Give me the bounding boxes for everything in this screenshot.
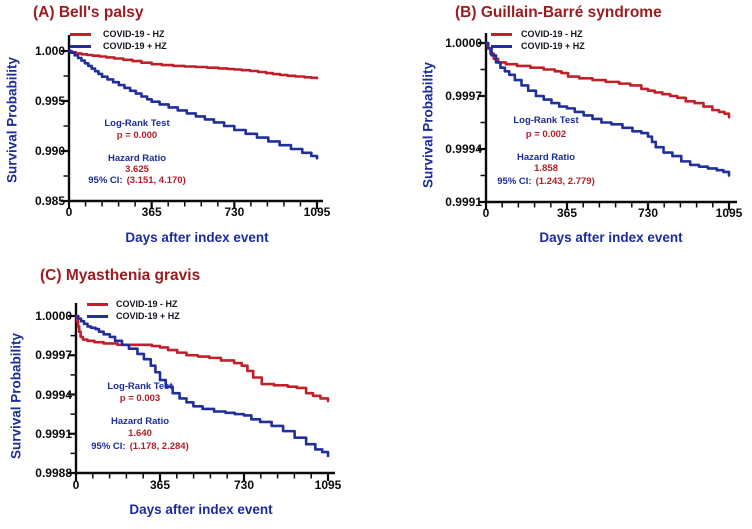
- panel-b-ci-label: 95% CI:: [497, 176, 532, 187]
- panel-b-xtick-label: 365: [556, 206, 578, 220]
- panel-a-xtick-label: 1095: [303, 205, 331, 219]
- panel-b-ytick-label: 1.0000: [445, 36, 482, 50]
- panel-a-hr-label: Hazard Ratio: [107, 153, 167, 164]
- panel-c-xtick-label: 365: [149, 478, 171, 492]
- panel-a-ci-label: 95% CI:: [88, 175, 123, 186]
- panel-c-xtick-label: 0: [72, 478, 80, 492]
- panel-a-ytick-label: 0.990: [34, 144, 65, 158]
- panel-b-ytick-label: 0.9997: [445, 89, 482, 103]
- panel-c-ci-line: 95% CI: (1.178, 2.284): [91, 442, 188, 452]
- panel-b-hr-label: Hazard Ratio: [516, 152, 576, 163]
- panel-c-ytick-label: 0.9991: [35, 426, 72, 441]
- panel-a-km-curve-covid-19-hz: [67, 49, 319, 160]
- panel-a-xtick-label: 0: [65, 205, 73, 219]
- panel-a-xtick-label: 365: [141, 205, 162, 219]
- panel-b-xtick-label: 1095: [715, 206, 743, 220]
- panel-c-legend-label-covid-19-hz: COVID-19 - HZ: [116, 299, 178, 309]
- panel-a-legend-line-icon: [70, 33, 91, 37]
- panel-c-ci-value: (1.178, 2.284): [129, 441, 189, 452]
- panel-a-p-value: p = 0.000: [116, 130, 158, 141]
- panel-c-hr-label: Hazard Ratio: [110, 416, 170, 427]
- panel-a-legend-label-covid-19-hz: COVID-19 - HZ: [103, 29, 165, 39]
- panel-c-legend-label-covid-19-hz: COVID-19 + HZ: [116, 311, 180, 321]
- panel-a-km-curve-covid-19-hz: [67, 49, 319, 80]
- panel-c-legend-line-icon: [87, 315, 108, 319]
- panel-b-ci-value: (1.243, 2.779): [535, 176, 595, 187]
- panel-b-y-axis-title: Survival Probability: [420, 61, 436, 189]
- panel-b-km-curve-covid-19-hz: [484, 41, 731, 177]
- panel-c-ytick-label: 1.0000: [35, 309, 72, 323]
- panel-b-legend-label-covid-19-hz: COVID-19 - HZ: [521, 29, 583, 39]
- panel-b-hr-value: 1.858: [534, 163, 558, 174]
- panel-b-xtick-label: 730: [637, 206, 659, 220]
- panel-a-legend-line-icon: [70, 45, 91, 49]
- panel-a-legend-label-covid-19-hz: COVID-19 + HZ: [103, 41, 167, 51]
- panel-c-km-curve-covid-19-hz: [74, 314, 330, 458]
- panel-a-ci-line: 95% CI: (3.151, 4.170): [88, 176, 185, 186]
- panel-c-logrank-label: Log-Rank Test: [107, 381, 173, 392]
- panel-c-axes: [74, 303, 335, 475]
- panel-c-ytick-label: 0.9997: [35, 348, 72, 363]
- panel-a-hr-value: 3.625: [125, 164, 149, 175]
- panel-a-ytick-label: 0.995: [34, 94, 65, 108]
- panel-a-axes: [67, 35, 323, 203]
- panel-c-ci-label: 95% CI:: [91, 441, 126, 452]
- panel-b-legend-line-icon: [491, 33, 512, 37]
- panel-b-logrank-label: Log-Rank Test: [513, 115, 579, 126]
- panel-b-axes: [484, 33, 737, 204]
- panel-a-xtick-label: 730: [224, 205, 245, 219]
- panel-a-title: (A) Bell's palsy: [33, 4, 144, 21]
- panel-c-y-axis-title: Survival Probability: [8, 332, 24, 460]
- panel-c-p-value: p = 0.003: [119, 393, 161, 404]
- panel-b-legend-line-icon: [491, 45, 512, 49]
- panel-c-xtick-label: 1095: [314, 478, 342, 492]
- panel-b-x-axis-title: Days after index event: [539, 230, 683, 245]
- panel-b-ci-line: 95% CI: (1.243, 2.779): [497, 177, 594, 187]
- panel-c-km-curve-covid-19-hz: [74, 314, 330, 403]
- panel-c-title: (C) Myasthenia gravis: [40, 267, 201, 284]
- panel-b-ytick-label: 0.9994: [445, 142, 482, 156]
- panel-a-ytick-label: 0.985: [34, 194, 65, 208]
- panel-b-km-curve-covid-19-hz: [484, 41, 731, 119]
- panel-c-legend-line-icon: [87, 303, 108, 307]
- panel-a-x-axis-title: Days after index event: [125, 230, 269, 245]
- panel-c-xtick-label: 730: [233, 478, 255, 492]
- panel-c-hr-value: 1.640: [128, 428, 152, 439]
- panel-c-x-axis-title: Days after index event: [129, 502, 273, 517]
- panel-b-p-value: p = 0.002: [525, 129, 567, 140]
- panel-a-y-axis-title: Survival Probability: [4, 56, 20, 184]
- panel-a-logrank-label: Log-Rank Test: [104, 118, 170, 129]
- panel-a-ytick-label: 1.000: [34, 44, 65, 58]
- panel-b-title: (B) Guillain-Barré syndrome: [455, 4, 662, 21]
- panel-a-ci-value: (3.151, 4.170): [126, 175, 186, 186]
- panel-c-ytick-label: 0.9988: [35, 466, 72, 480]
- panel-b-ytick-label: 0.9991: [445, 195, 482, 209]
- panel-b-xtick-label: 0: [482, 206, 490, 220]
- panel-c-ytick-label: 0.9994: [35, 387, 72, 402]
- panel-b-legend-label-covid-19-hz: COVID-19 + HZ: [521, 41, 585, 51]
